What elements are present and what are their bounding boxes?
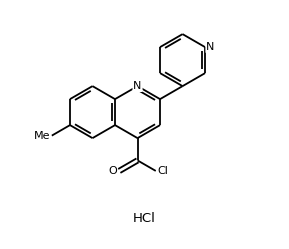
Text: HCl: HCl — [133, 212, 156, 225]
Text: N: N — [206, 42, 215, 52]
Text: N: N — [133, 81, 142, 91]
Text: O: O — [108, 166, 117, 176]
Text: Cl: Cl — [157, 166, 168, 176]
Text: Me: Me — [34, 131, 51, 141]
